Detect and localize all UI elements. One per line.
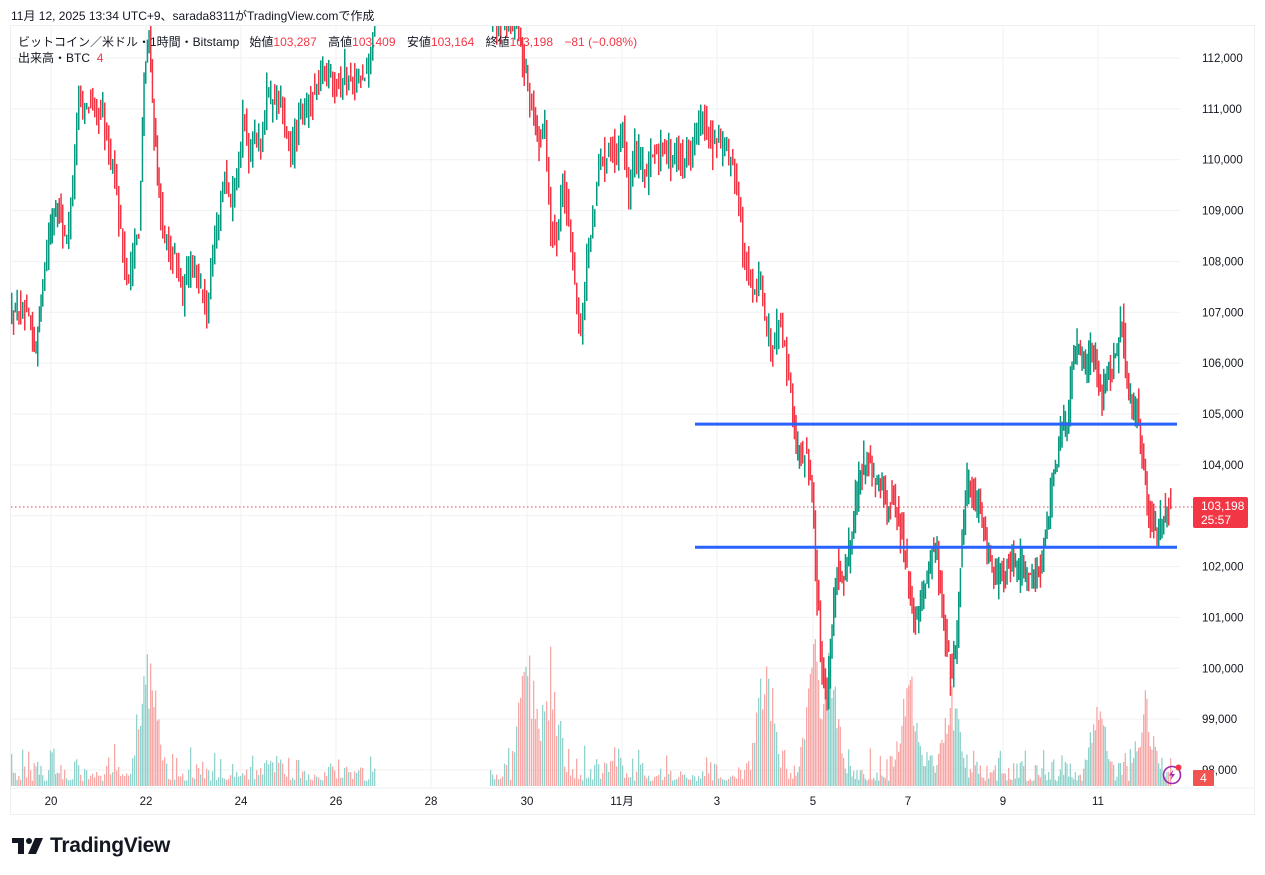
time-axis-label: 28 [425, 796, 438, 808]
time-axis-label: 7 [905, 796, 911, 808]
bar-countdown: 25:57 [1201, 513, 1232, 527]
volume-legend-row: 出来高・BTC 4 [18, 50, 645, 66]
price-axis-label: 104,000 [1202, 460, 1244, 472]
price-axis[interactable]: 112,000 111,000 110,000 109,000 108,000 107,0… [1202, 53, 1244, 777]
price-axis-label: 99,000 [1202, 714, 1237, 726]
chart-legend: ビットコイン／米ドル・1時間・Bitstamp 始値103,287 高値103,… [18, 34, 645, 66]
price-axis-label: 110,000 [1202, 155, 1243, 167]
volume-tag: 4 [1193, 770, 1214, 786]
time-axis-label: 11月 [610, 796, 633, 808]
price-axis-label: 108,000 [1202, 256, 1244, 268]
time-axis[interactable]: 20 22 24 26 28 30 11月 3 5 7 9 11 [45, 796, 1104, 808]
price-axis-label: 107,000 [1202, 307, 1244, 319]
volume-bars [11, 639, 1172, 786]
close-value: 103,198 [509, 35, 554, 49]
chart-frame[interactable] [10, 25, 1255, 815]
time-axis-label: 20 [45, 796, 58, 808]
high-label: 高値 [328, 35, 353, 49]
time-axis-label: 5 [810, 796, 816, 808]
open-value: 103,287 [273, 35, 317, 49]
volume-label[interactable]: 出来高・BTC [18, 51, 91, 65]
tradingview-logo-icon [12, 838, 43, 854]
chart-caption: 11月 12, 2025 13:34 UTC+9、sarada8311がTrad… [11, 9, 375, 23]
price-bars [11, 26, 1172, 711]
price-axis-label: 102,000 [1202, 562, 1244, 574]
price-axis-label: 111,000 [1202, 104, 1242, 116]
time-axis-label: 11 [1092, 796, 1104, 808]
grid-lines [11, 26, 1180, 788]
price-axis-label: 112,000 [1202, 53, 1243, 65]
price-axis-label: 100,000 [1202, 663, 1244, 675]
change-value: −81 (−0.08%) [564, 35, 638, 49]
last-price-value: 103,198 [1201, 499, 1245, 513]
price-axis-label: 109,000 [1202, 206, 1244, 218]
time-axis-label: 30 [521, 796, 534, 808]
time-axis-label: 24 [235, 796, 248, 808]
ohlc-legend-row: ビットコイン／米ドル・1時間・Bitstamp 始値103,287 高値103,… [18, 34, 645, 50]
tradingview-logo[interactable]: TradingView [12, 834, 170, 858]
open-label: 始値 [249, 35, 274, 49]
last-price-tag: 103,198 25:57 [1193, 497, 1248, 528]
logo-text: TradingView [50, 834, 171, 857]
price-axis-label: 101,000 [1202, 612, 1244, 624]
symbol-title[interactable]: ビットコイン／米ドル・1時間・Bitstamp [18, 35, 240, 49]
volume-value: 4 [96, 51, 104, 65]
time-axis-label: 22 [140, 796, 153, 808]
price-axis-label: 106,000 [1202, 358, 1244, 370]
price-axis-label: 105,000 [1202, 409, 1244, 421]
time-axis-label: 26 [330, 796, 343, 808]
low-value: 103,164 [430, 35, 475, 49]
high-value: 103,409 [352, 35, 396, 49]
lightning-alert-icon[interactable] [1161, 763, 1183, 785]
time-axis-label: 9 [1000, 796, 1006, 808]
close-label: 終値 [485, 35, 510, 49]
time-axis-label: 3 [714, 796, 720, 808]
low-label: 安値 [406, 35, 431, 49]
